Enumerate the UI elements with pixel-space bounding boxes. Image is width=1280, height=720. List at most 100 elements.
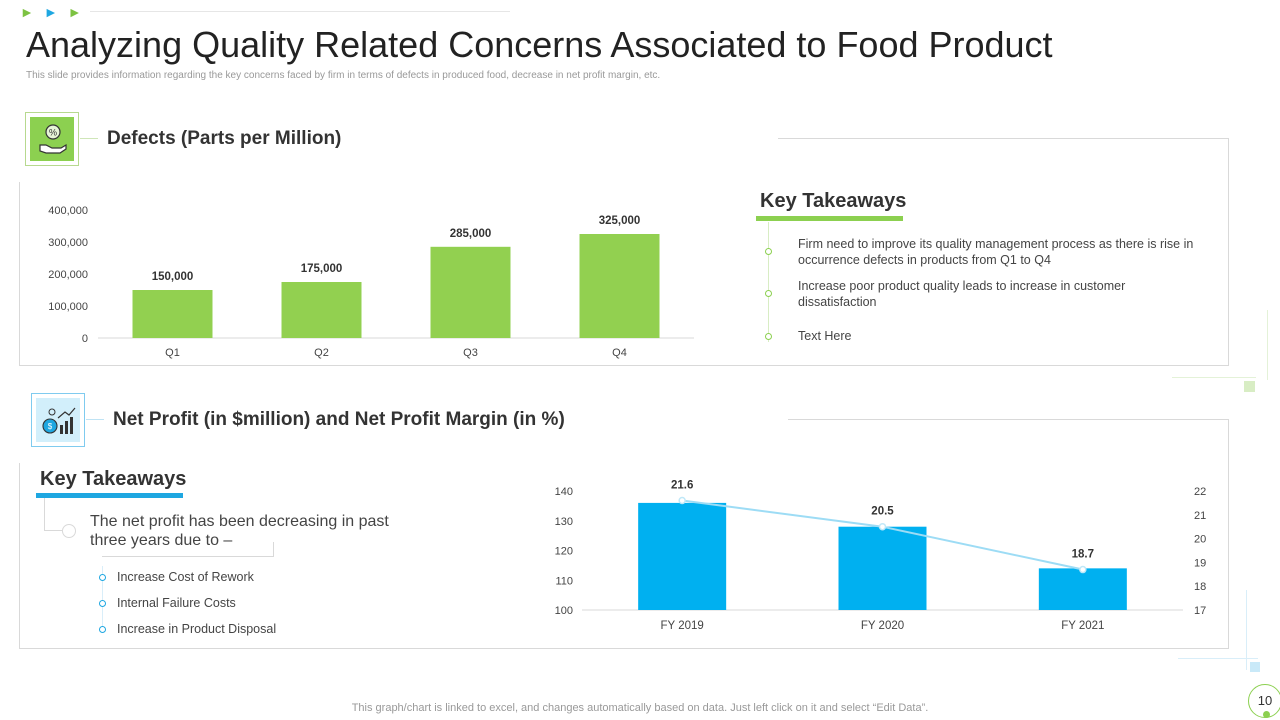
- connector-line: [44, 498, 45, 530]
- bullet-dot: [765, 333, 772, 340]
- defects-bar: [281, 282, 362, 338]
- profit-margin-point: [878, 522, 887, 531]
- profit-right-y-axis: 17 18 19 20 21 22: [1194, 486, 1206, 617]
- bullet-dot: [99, 626, 106, 633]
- intro-underline: [102, 542, 274, 557]
- defects-section-title: Defects (Parts per Million): [107, 128, 342, 149]
- profit-x-tick-label: FY 2019: [661, 620, 704, 632]
- profit-right-tick-label: 20: [1194, 534, 1206, 546]
- profit-right-tick-label: 19: [1194, 557, 1206, 569]
- defects-bar-value-label: 150,000: [152, 271, 194, 283]
- defects-takeaway-item: Firm need to improve its quality managem…: [798, 237, 1194, 267]
- connector-line: [86, 419, 104, 420]
- bullet-dot: [99, 600, 106, 607]
- profit-icon-box: $: [31, 393, 85, 447]
- svg-text:$: $: [48, 422, 53, 431]
- defects-key-takeaways-underline: [756, 216, 903, 221]
- defects-y-tick-label: 400,000: [48, 205, 88, 217]
- corner-decoration: [1244, 381, 1255, 392]
- profit-x-tick-label: FY 2021: [1061, 620, 1104, 632]
- page-number: 10: [1248, 684, 1280, 718]
- profit-right-tick-label: 21: [1194, 510, 1206, 522]
- profit-left-y-axis: 100 110 120 130 140: [555, 486, 573, 617]
- footer-note: This graph/chart is linked to excel, and…: [351, 702, 929, 714]
- defects-x-tick-label: Q2: [314, 347, 329, 359]
- defects-takeaway-item: Increase poor product quality leads to i…: [798, 279, 1126, 309]
- corner-decoration: [1250, 662, 1260, 672]
- profit-right-tick-label: 22: [1194, 486, 1206, 498]
- defects-x-tick-label: Q4: [612, 347, 627, 359]
- profit-right-tick-label: 18: [1194, 581, 1206, 593]
- profit-margin-point: [1079, 565, 1087, 574]
- timeline-line: [768, 222, 769, 342]
- timeline-line: [102, 566, 103, 630]
- profit-margin-point: [678, 496, 686, 505]
- defects-bars: 150,000 Q1 175,000 Q2 285,000 Q3 325,000 Q4: [132, 215, 660, 359]
- profit-takeaway-item: Increase in Product Disposal: [117, 622, 277, 636]
- svg-text:%: %: [49, 128, 57, 138]
- panel-gap: [16, 132, 24, 182]
- page-subtitle: This slide provides information regardin…: [26, 70, 661, 81]
- defects-takeaway-item: Text Here: [798, 329, 852, 343]
- defects-icon-box: %: [25, 112, 79, 166]
- panel-gap: [16, 413, 788, 423]
- profit-takeaway-intro: The net profit has been decreasing in pa…: [90, 513, 389, 549]
- defects-y-tick-label: 100,000: [48, 301, 88, 313]
- defects-y-tick-label: 0: [82, 333, 88, 345]
- arrow-right-icon: ►: [43, 4, 68, 20]
- bullet-ring: [62, 524, 76, 538]
- money-growth-icon: $: [36, 398, 80, 442]
- defects-x-tick-label: Q1: [165, 347, 180, 359]
- profit-key-takeaways-title: Key Takeaways: [40, 468, 187, 490]
- profit-bar: [638, 502, 727, 610]
- corner-decoration: [1178, 658, 1258, 659]
- connector-line: [44, 530, 62, 531]
- profit-right-tick-label: 17: [1194, 605, 1206, 617]
- header-arrows-decoration: ►►►: [20, 4, 92, 20]
- page-title: Analyzing Quality Related Concerns Assoc…: [26, 24, 1053, 65]
- corner-decoration: [1246, 590, 1247, 670]
- profit-margin-value-label: 20.5: [871, 506, 894, 518]
- profit-margin-value-label: 21.6: [671, 480, 693, 492]
- corner-decoration: [1267, 310, 1268, 380]
- arrow-right-icon: ►: [67, 4, 92, 20]
- defects-x-tick-label: Q3: [463, 347, 478, 359]
- header-divider: [90, 11, 510, 12]
- defects-y-tick-label: 200,000: [48, 269, 88, 281]
- connector-line: [80, 138, 98, 139]
- defects-bar-value-label: 325,000: [599, 215, 641, 227]
- corner-decoration: [1172, 377, 1256, 378]
- profit-takeaway-item: Internal Failure Costs: [117, 596, 236, 610]
- panel-gap: [16, 132, 778, 142]
- defects-y-tick-label: 300,000: [48, 237, 88, 249]
- arrow-right-icon: ►: [20, 4, 44, 20]
- defects-bar: [579, 234, 660, 338]
- profit-left-tick-label: 130: [555, 516, 573, 528]
- profit-margin-value-label: 18.7: [1072, 549, 1094, 561]
- page-number-dot: [1263, 711, 1270, 718]
- profit-key-takeaways-underline: [36, 493, 183, 498]
- profit-section-title: Net Profit (in $million) and Net Profit …: [113, 409, 565, 430]
- profit-bars: FY 2019 FY 2020 FY 2021: [638, 502, 1127, 632]
- defects-bar-value-label: 285,000: [450, 228, 492, 240]
- bullet-dot: [99, 574, 106, 581]
- profit-panel: [19, 419, 1229, 649]
- defects-key-takeaways-title: Key Takeaways: [760, 190, 907, 212]
- defects-bar: [132, 290, 213, 338]
- profit-left-tick-label: 140: [555, 486, 573, 498]
- profit-left-tick-label: 120: [555, 546, 573, 558]
- profit-margin-line: 21.6 20.5 18.7: [671, 480, 1094, 574]
- profit-bar: [1038, 568, 1127, 610]
- profit-takeaway-item: Increase Cost of Rework: [117, 570, 254, 584]
- bullet-dot: [765, 248, 772, 255]
- profit-left-tick-label: 100: [555, 605, 573, 617]
- defects-y-axis: 0 100,000 200,000 300,000 400,000: [48, 205, 88, 345]
- profit-left-tick-label: 110: [555, 575, 573, 587]
- percent-hand-icon: %: [30, 117, 74, 161]
- defects-bar-value-label: 175,000: [301, 263, 343, 275]
- bullet-dot: [765, 290, 772, 297]
- profit-bar: [838, 526, 927, 610]
- panel-gap: [16, 413, 24, 463]
